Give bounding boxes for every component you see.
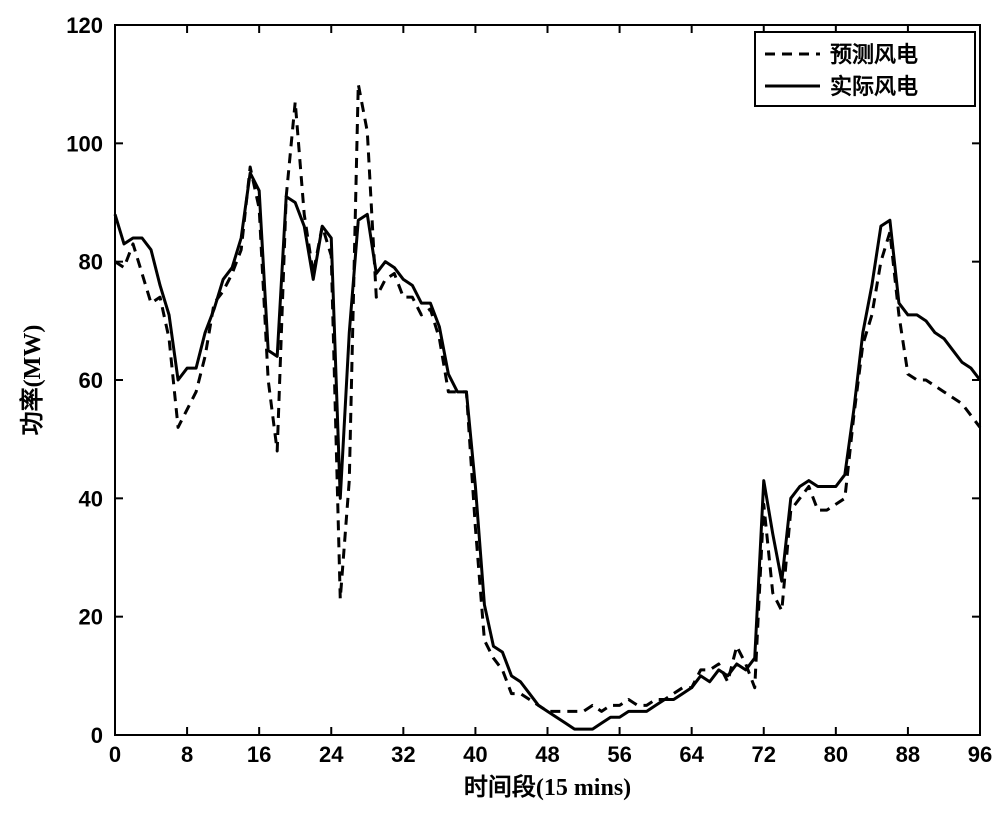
xtick-label: 32 — [391, 742, 415, 767]
ytick-label: 120 — [66, 13, 103, 38]
ytick-label: 20 — [79, 605, 103, 630]
y-axis-label: 功率(MW) — [18, 325, 46, 436]
xtick-label: 96 — [968, 742, 992, 767]
x-axis-label: 时间段(15 mins) — [464, 773, 631, 801]
chart-svg: 0 8 16 24 32 40 48 56 64 72 80 88 96 0 20 40 60 80 100 120 时… — [0, 0, 1000, 820]
series-predicted — [115, 84, 980, 711]
xtick-label: 64 — [679, 742, 704, 767]
xtick-label: 56 — [607, 742, 631, 767]
plot-box — [115, 25, 980, 735]
ytick-label: 80 — [79, 250, 103, 275]
xtick-label: 88 — [896, 742, 920, 767]
ytick-label: 100 — [66, 131, 103, 156]
xtick-label: 72 — [752, 742, 776, 767]
ytick-label: 0 — [91, 723, 103, 748]
xtick-label: 0 — [109, 742, 121, 767]
xtick-label: 80 — [824, 742, 848, 767]
xtick-label: 16 — [247, 742, 271, 767]
xtick-label: 8 — [181, 742, 193, 767]
legend-label-actual: 实际风电 — [830, 74, 918, 99]
ytick-label: 40 — [79, 486, 103, 511]
xtick-label: 40 — [463, 742, 487, 767]
legend-label-predicted: 预测风电 — [830, 42, 918, 67]
power-chart: 0 8 16 24 32 40 48 56 64 72 80 88 96 0 20 40 60 80 100 120 时… — [0, 0, 1000, 820]
xtick-label: 24 — [319, 742, 344, 767]
ytick-label: 60 — [79, 368, 103, 393]
xtick-label: 48 — [535, 742, 559, 767]
